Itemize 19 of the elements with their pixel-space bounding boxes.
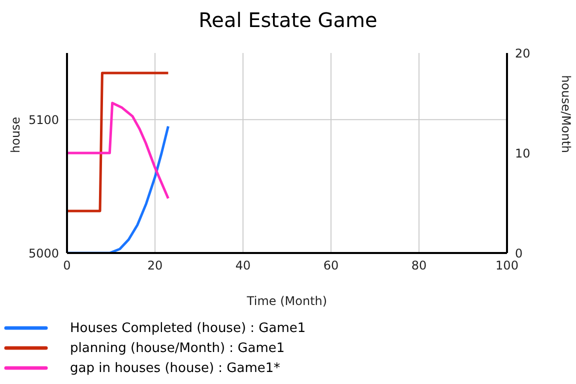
x-tick-label: 0 bbox=[63, 258, 71, 273]
x-tick-label: 80 bbox=[411, 258, 427, 273]
legend-label: Houses Completed (house) : Game1 bbox=[70, 320, 306, 336]
chart-title: Real Estate Game bbox=[198, 8, 378, 32]
legend-label: planning (house/Month) : Game1 bbox=[70, 340, 285, 356]
y2-tick-label: 10 bbox=[515, 146, 530, 160]
y-axis-title: house bbox=[8, 116, 22, 153]
x-tick-label: 100 bbox=[496, 258, 518, 273]
legend-label: gap in houses (house) : Game1* bbox=[70, 360, 280, 376]
x-tick-label: 20 bbox=[147, 258, 163, 273]
x-axis-title: Time (Month) bbox=[246, 294, 328, 308]
y2-tick-label: 20 bbox=[515, 46, 530, 60]
y-tick-label: 5100 bbox=[28, 112, 59, 127]
line-series bbox=[67, 102, 170, 200]
y-tick-label: 5000 bbox=[28, 246, 59, 260]
y2-tick-label: 0 bbox=[515, 246, 523, 260]
x-tick-label: 40 bbox=[235, 258, 251, 273]
x-tick-label: 60 bbox=[323, 258, 339, 273]
y2-axis-title: house/Month bbox=[558, 75, 573, 153]
